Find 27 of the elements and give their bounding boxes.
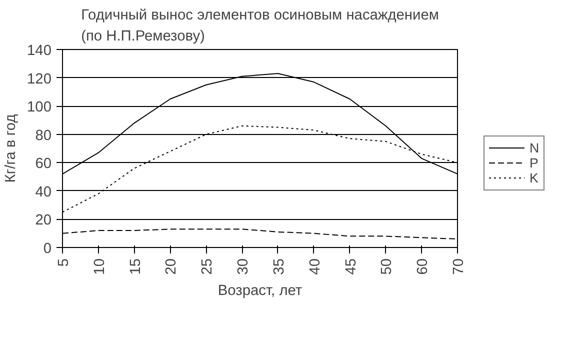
- x-tick-label: 30: [236, 258, 252, 275]
- y-tick-label: 0: [43, 241, 52, 257]
- x-tick-label: 60: [415, 258, 432, 275]
- y-tick-label: 100: [27, 100, 52, 116]
- x-tick-label: 20: [164, 258, 180, 275]
- legend-label: P: [530, 155, 540, 170]
- y-tick-label: 80: [35, 128, 52, 144]
- chart-title: Годичный вынос элементов осиновым насаждением (по Н.П.Ремезову): [81, 8, 439, 44]
- line-series: [62, 228, 458, 240]
- x-tick-label: 70: [451, 258, 467, 275]
- y-tick-label: 60: [35, 156, 52, 172]
- x-axis-title: Возраст, лет: [218, 282, 302, 299]
- x-tick-label: 50: [379, 258, 396, 275]
- x-tick-label: 15: [128, 258, 144, 275]
- x-tick-label: 35: [271, 258, 288, 275]
- y-tick-label: 40: [35, 184, 52, 200]
- y-axis-title: Кг/га в год: [3, 114, 20, 183]
- y-tick-label: 120: [27, 71, 52, 88]
- legend-label: N: [530, 140, 540, 155]
- x-tick-label: 10: [92, 258, 108, 275]
- x-tick-label: 45: [343, 258, 360, 275]
- y-tick-label: 140: [27, 43, 52, 59]
- x-tick-label: 25: [200, 258, 216, 275]
- x-tick-label: 40: [307, 258, 324, 275]
- y-tick-label: 20: [35, 212, 52, 229]
- x-tick-label: 5: [56, 258, 72, 267]
- legend-label: K: [530, 170, 540, 185]
